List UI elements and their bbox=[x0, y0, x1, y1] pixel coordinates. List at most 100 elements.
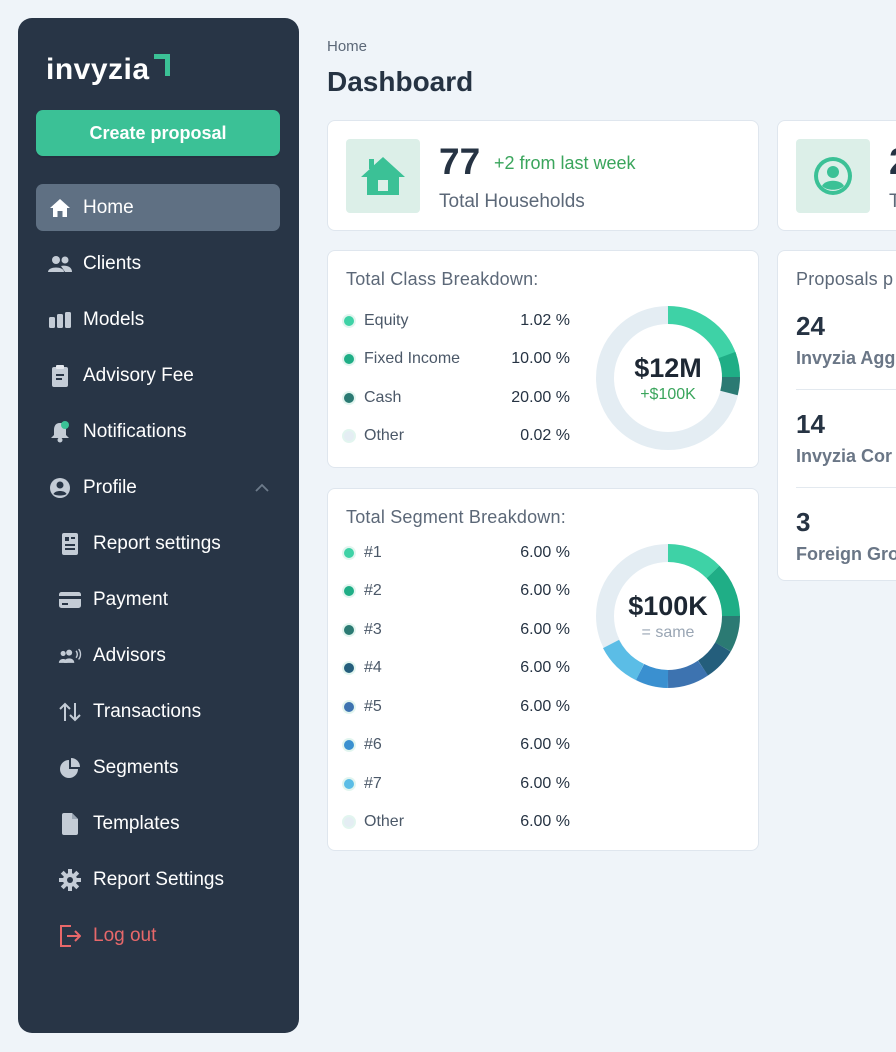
legend-label: Cash bbox=[364, 389, 402, 406]
sidebar-item-report-settings[interactable]: Report settings bbox=[36, 520, 280, 567]
legend-value: 10.00 % bbox=[511, 350, 570, 367]
proposal-count: 14 bbox=[796, 409, 825, 439]
sidebar-item-notifications[interactable]: Notifications bbox=[36, 408, 280, 455]
segment-donut-center: $100K = same bbox=[595, 543, 741, 689]
user-circle-icon bbox=[796, 139, 870, 213]
sidebar-item-label: Home bbox=[83, 196, 134, 218]
user-circle-icon bbox=[48, 476, 72, 500]
legend-dot bbox=[344, 817, 354, 827]
sidebar-item-label: Transactions bbox=[93, 700, 202, 722]
sidebar-item-label: Clients bbox=[83, 252, 142, 274]
legend-row-segment-other: Other 6.00 % bbox=[344, 812, 570, 832]
page-title: Dashboard bbox=[327, 66, 474, 97]
sidebar-item-label: Templates bbox=[93, 812, 180, 834]
legend-dot bbox=[344, 316, 354, 326]
legend-label: #4 bbox=[364, 659, 382, 676]
legend-value: 6.00 % bbox=[520, 813, 570, 830]
sidebar-item-logout[interactable]: Log out bbox=[36, 912, 280, 959]
breadcrumb[interactable]: Home bbox=[327, 38, 368, 55]
legend-row-segment-5: #5 6.00 % bbox=[344, 697, 570, 717]
sidebar-item-clients[interactable]: Clients bbox=[36, 240, 280, 287]
pie-icon bbox=[58, 756, 82, 780]
sidebar-item-home[interactable]: Home bbox=[36, 184, 280, 231]
sidebar-item-advisors[interactable]: Advisors bbox=[36, 632, 280, 679]
legend-dot bbox=[344, 393, 354, 403]
bar-chart-icon bbox=[48, 308, 72, 332]
legend-row-segment-1: #1 6.00 % bbox=[344, 543, 570, 563]
legend-label: Equity bbox=[364, 312, 409, 329]
bell-icon bbox=[48, 420, 72, 444]
segment-breakdown-title: Total Segment Breakdown: bbox=[346, 507, 566, 527]
file-icon bbox=[58, 812, 82, 836]
class-donut-center: $12M +$100K bbox=[595, 305, 741, 451]
sidebar-item-payment[interactable]: Payment bbox=[36, 576, 280, 623]
sidebar-item-label: Report settings bbox=[93, 532, 221, 554]
advisors-icon bbox=[58, 644, 82, 668]
house-icon bbox=[346, 139, 420, 213]
divider bbox=[796, 487, 896, 488]
proposal-item[interactable]: 14 Invyzia Cor bbox=[796, 409, 896, 467]
proposal-item[interactable]: 24 Invyzia Agg bbox=[796, 311, 896, 369]
credit-card-icon bbox=[58, 588, 82, 612]
sidebar-item-label: Log out bbox=[93, 924, 157, 946]
class-donut-chart bbox=[596, 305, 740, 450]
sidebar-item-transactions[interactable]: Transactions bbox=[36, 688, 280, 735]
legend-dot bbox=[344, 702, 354, 712]
segment-total-delta: = same bbox=[641, 623, 695, 641]
class-total-delta: +$100K bbox=[640, 385, 696, 403]
sidebar-item-label: Models bbox=[83, 308, 145, 330]
clipboard-icon bbox=[48, 364, 72, 388]
sidebar-item-advisory-fee[interactable]: Advisory Fee bbox=[36, 352, 280, 399]
legend-row-other: Other 0.02 % bbox=[344, 426, 570, 446]
legend-row-segment-2: #2 6.00 % bbox=[344, 581, 570, 601]
sidebar-item-templates[interactable]: Templates bbox=[36, 800, 280, 847]
donut-segment-cash bbox=[720, 376, 740, 396]
donut-segment-equity bbox=[667, 305, 737, 362]
donut-segment-5 bbox=[667, 660, 709, 688]
class-breakdown-card: Total Class Breakdown: Equity 1.02 % Fix… bbox=[327, 250, 759, 468]
legend-label: Other bbox=[364, 813, 405, 830]
logo[interactable]: invyzia bbox=[46, 46, 172, 86]
second-stat-value: 2 bbox=[889, 141, 896, 183]
legend-value: 20.00 % bbox=[511, 389, 570, 406]
sidebar-item-profile[interactable]: Profile bbox=[36, 464, 280, 511]
donut-segment-6 bbox=[635, 663, 669, 688]
legend-value: 6.00 % bbox=[520, 621, 570, 638]
second-stat-label: T bbox=[889, 191, 896, 213]
sidebar-item-segments[interactable]: Segments bbox=[36, 744, 280, 791]
sidebar-nav: Home Clients Models Advisory Fee Notific… bbox=[36, 184, 280, 968]
sidebar: invyzia Create proposal Home Clients Mod… bbox=[18, 18, 299, 1033]
legend-label: #5 bbox=[364, 698, 382, 715]
create-proposal-button[interactable]: Create proposal bbox=[36, 110, 280, 156]
households-count: 77 bbox=[439, 141, 481, 182]
class-breakdown-title: Total Class Breakdown: bbox=[346, 269, 539, 289]
proposal-name: Invyzia Agg bbox=[796, 348, 896, 368]
legend-label: Fixed Income bbox=[364, 350, 461, 367]
legend-dot bbox=[344, 548, 354, 558]
legend-value: 6.00 % bbox=[520, 775, 570, 792]
proposal-name: Invyzia Cor bbox=[796, 446, 893, 466]
home-icon bbox=[48, 196, 72, 220]
sidebar-item-label: Advisors bbox=[93, 644, 166, 666]
legend-label: #2 bbox=[364, 582, 382, 599]
legend-dot bbox=[344, 354, 354, 364]
legend-dot bbox=[344, 779, 354, 789]
legend-row-segment-3: #3 6.00 % bbox=[344, 620, 570, 640]
legend-value: 6.00 % bbox=[520, 736, 570, 753]
proposal-count: 24 bbox=[796, 311, 825, 341]
legend-row-segment-6: #6 6.00 % bbox=[344, 735, 570, 755]
sidebar-item-report-settings-2[interactable]: Report Settings bbox=[36, 856, 280, 903]
logout-icon bbox=[58, 924, 82, 948]
segment-total-value: $100K bbox=[628, 590, 708, 621]
sidebar-item-models[interactable]: Models bbox=[36, 296, 280, 343]
legend-dot bbox=[344, 586, 354, 596]
proposal-item[interactable]: 3 Foreign Gro bbox=[796, 507, 896, 565]
legend-row-equity: Equity 1.02 % bbox=[344, 311, 570, 331]
households-stat-card: 77 +2 from last week Total Households bbox=[327, 120, 759, 231]
sidebar-item-label: Payment bbox=[93, 588, 168, 610]
legend-dot bbox=[344, 625, 354, 635]
legend-value: 6.00 % bbox=[520, 582, 570, 599]
logo-mark-icon bbox=[152, 52, 172, 78]
legend-row-fixed-income: Fixed Income 10.00 % bbox=[344, 349, 570, 369]
chevron-up-icon[interactable] bbox=[252, 478, 272, 498]
